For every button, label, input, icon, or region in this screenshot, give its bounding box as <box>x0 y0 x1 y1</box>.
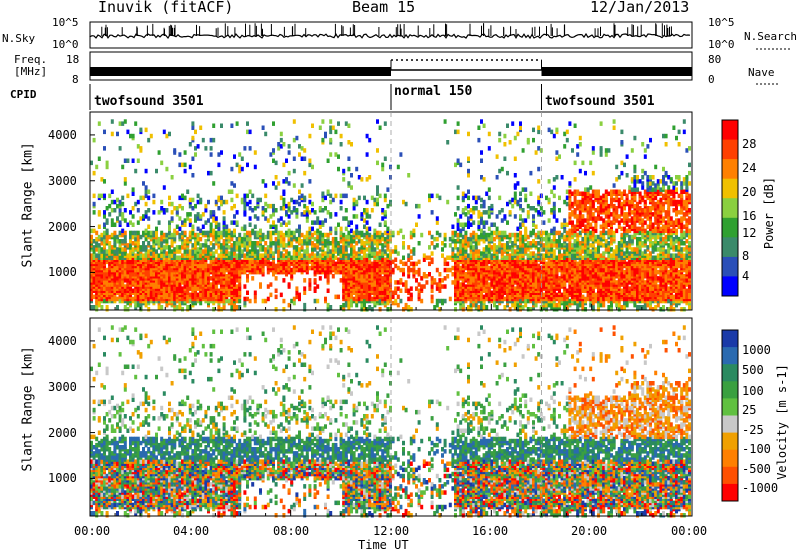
station-title: Inuvik (fitACF) <box>98 0 234 16</box>
power-y-tick-2000: 2000 <box>48 220 77 234</box>
nsearch-tick-bottom: 10^0 <box>708 38 735 51</box>
power-colorbar-swatch-5 <box>722 217 738 238</box>
velocity-y-tick-2000: 2000 <box>48 426 77 440</box>
velocity-cb-tick-neg25: -25 <box>742 423 764 437</box>
velocity-colorbar-swatch-0 <box>722 330 738 348</box>
power-cb-tick-8: 8 <box>742 249 750 263</box>
velocity-colorbar-frame <box>721 329 739 502</box>
power-y-tick-3000: 3000 <box>48 174 77 188</box>
velocity-colorbar-swatch-8 <box>722 466 738 485</box>
velocity-cb-tick-500: 500 <box>742 363 764 377</box>
freq-tick-top: 18 <box>66 53 80 66</box>
velocity-colorbar-swatch-6 <box>722 432 738 451</box>
x-tick-5: 20:00 <box>571 524 608 538</box>
nave-label: Nave <box>748 66 775 79</box>
velocity-colorbar-swatch-9 <box>722 483 738 502</box>
power-cb-tick-24: 24 <box>742 161 757 175</box>
velocity-cb-tick-25: 25 <box>742 403 757 417</box>
velocity-cb-tick-neg1000: -1000 <box>742 481 779 495</box>
velocity-colorbar-swatch-2 <box>722 364 738 382</box>
power-colorbar-swatch-3 <box>722 178 738 199</box>
power-cb-tick-4: 4 <box>742 269 750 283</box>
cpid-segment-1: twofsound 3501 <box>94 94 204 109</box>
velocity-cb-tick-neg100: -100 <box>742 442 771 456</box>
x-tick-1: 04:00 <box>173 524 210 538</box>
x-tick-3: 12:00 <box>373 524 410 538</box>
nsky-spikes <box>101 23 672 36</box>
velocity-y-tick-1000: 1000 <box>48 471 77 485</box>
freq-band-3 <box>541 67 692 76</box>
freq-tick-bottom: 8 <box>72 73 79 86</box>
freq-band-1 <box>90 67 391 76</box>
velocity-cb-tick-1000: 1000 <box>742 343 771 357</box>
nsky-panel-frame <box>89 21 693 49</box>
power-cb-tick-28: 28 <box>742 137 757 151</box>
power-colorbar-swatch-1 <box>722 139 738 160</box>
power-heatmap-cells <box>90 119 691 312</box>
velocity-colorbar-swatch-4 <box>722 398 738 416</box>
power-cb-tick-20: 20 <box>742 185 757 199</box>
velocity-colorbar-swatch-5 <box>722 415 738 434</box>
freq-label: Freq. <box>14 53 48 66</box>
power-cb-tick-16: 16 <box>742 209 757 223</box>
nsky-trace <box>89 32 691 40</box>
velocity-y-tick-3000: 3000 <box>48 380 77 394</box>
power-colorbar-swatch-4 <box>722 198 738 219</box>
x-tick-6: 00:00 <box>671 524 708 538</box>
cpid-segment-3: twofsound 3501 <box>545 94 655 109</box>
x-tick-4: 16:00 <box>472 524 509 538</box>
power-colorbar-swatch-2 <box>722 159 738 180</box>
beam-title: Beam 15 <box>352 0 416 16</box>
velocity-colorbar-swatch-3 <box>722 381 738 399</box>
nave-tick-top: 80 <box>708 53 722 66</box>
x-tick-2: 08:00 <box>273 524 310 538</box>
cpid-segment-2: normal 150 <box>394 84 473 99</box>
velocity-colorbar-swatch-1 <box>722 347 738 365</box>
nsky-tick-bottom: 10^0 <box>52 38 79 51</box>
velocity-y-tick-4000: 4000 <box>48 334 77 348</box>
cpid-label: CPID <box>10 88 37 101</box>
power-colorbar-swatch-7 <box>722 256 738 277</box>
freq-unit: [MHz] <box>14 65 48 78</box>
velocity-cb-tick-neg500: -500 <box>742 462 771 476</box>
velocity-heatmap-cells <box>90 325 691 518</box>
nave-tick-bottom: 0 <box>708 73 715 86</box>
freq-panel-frame <box>89 51 693 81</box>
x-axis-label: Time UT <box>358 538 409 552</box>
power-colorbar-swatch-6 <box>722 237 738 258</box>
nsky-tick-top: 10^5 <box>52 16 79 29</box>
power-cb-tick-12: 12 <box>742 226 757 240</box>
velocity-colorbar-swatch-7 <box>722 449 738 468</box>
nsearch-label: N.Search <box>744 30 797 43</box>
nsearch-tick-top: 10^5 <box>708 16 735 29</box>
velocity-cb-tick-100: 100 <box>742 384 764 398</box>
power-colorbar-swatch-0 <box>722 120 738 141</box>
power-y-tick-4000: 4000 <box>48 128 77 142</box>
x-tick-0: 00:00 <box>74 524 111 538</box>
power-colorbar-swatch-8 <box>722 276 738 297</box>
nsky-label: N.Sky <box>2 32 36 45</box>
power-y-tick-1000: 1000 <box>48 265 77 279</box>
date-title: 12/Jan/2013 <box>590 0 690 16</box>
power-colorbar-frame <box>721 119 739 297</box>
